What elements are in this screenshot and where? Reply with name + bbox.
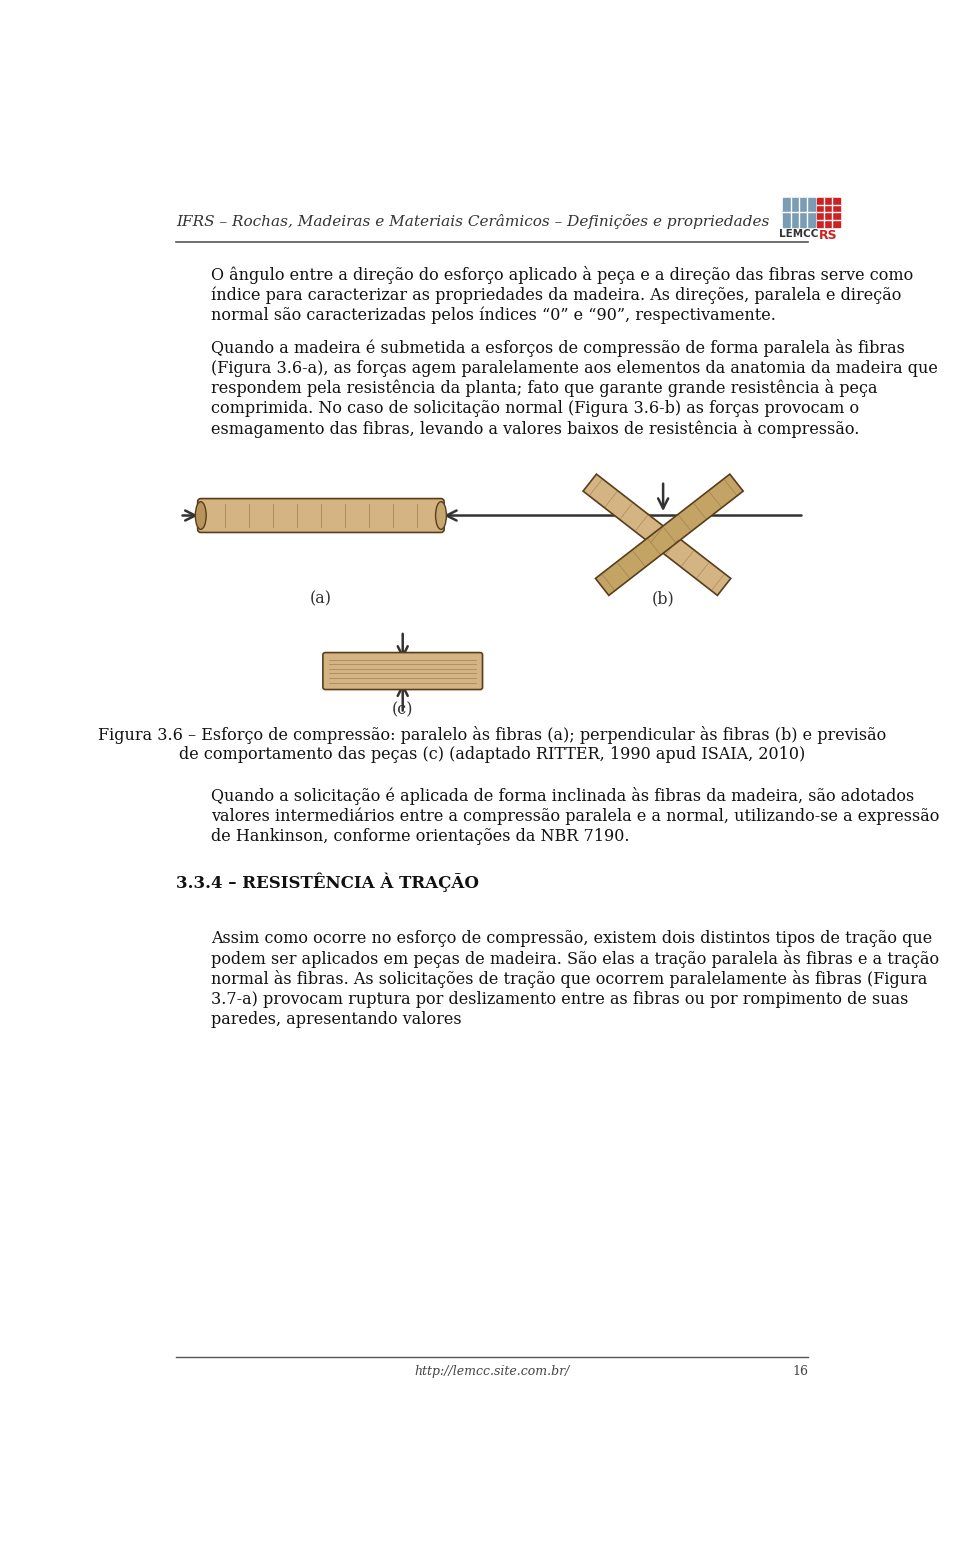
Text: Quando a madeira é submetida a esforços de compressão de forma paralela às fibra: Quando a madeira é submetida a esforços … <box>210 340 938 438</box>
Bar <box>817 198 840 227</box>
Text: (a): (a) <box>310 590 332 608</box>
Polygon shape <box>595 474 743 595</box>
Text: Assim como ocorre no esforço de compressão, existem dois distintos tipos de traç: Assim como ocorre no esforço de compress… <box>210 930 939 1028</box>
Ellipse shape <box>436 502 446 530</box>
Text: Figura 3.6 – Esforço de compressão: paralelo às fibras (a); perpendicular às fib: Figura 3.6 – Esforço de compressão: para… <box>98 726 886 743</box>
Text: LEMCC: LEMCC <box>780 229 819 240</box>
Text: http://lemcc.site.com.br/: http://lemcc.site.com.br/ <box>415 1365 569 1377</box>
FancyBboxPatch shape <box>198 499 444 533</box>
FancyBboxPatch shape <box>323 653 483 690</box>
Ellipse shape <box>195 502 206 530</box>
Text: (b): (b) <box>652 590 675 608</box>
Text: (c): (c) <box>392 701 414 718</box>
Text: RS: RS <box>819 229 838 243</box>
Text: O ângulo entre a direção do esforço aplicado à peça e a direção das fibras serve: O ângulo entre a direção do esforço apli… <box>210 265 913 324</box>
Polygon shape <box>583 474 731 595</box>
Text: de comportamento das peças (c) (adaptado RITTER, 1990 apud ISAIA, 2010): de comportamento das peças (c) (adaptado… <box>179 746 805 763</box>
Text: Quando a solicitação é aplicada de forma inclinada às fibras da madeira, são ado: Quando a solicitação é aplicada de forma… <box>210 787 939 844</box>
Bar <box>782 198 815 227</box>
Text: 3.3.4 – RESISTÊNCIA À TRAÇÃO: 3.3.4 – RESISTÊNCIA À TRAÇÃO <box>176 872 479 893</box>
Text: 16: 16 <box>792 1365 808 1377</box>
Text: IFRS – Rochas, Madeiras e Materiais Cerâmicos – Definições e propriedades: IFRS – Rochas, Madeiras e Materiais Cerâ… <box>176 213 769 229</box>
